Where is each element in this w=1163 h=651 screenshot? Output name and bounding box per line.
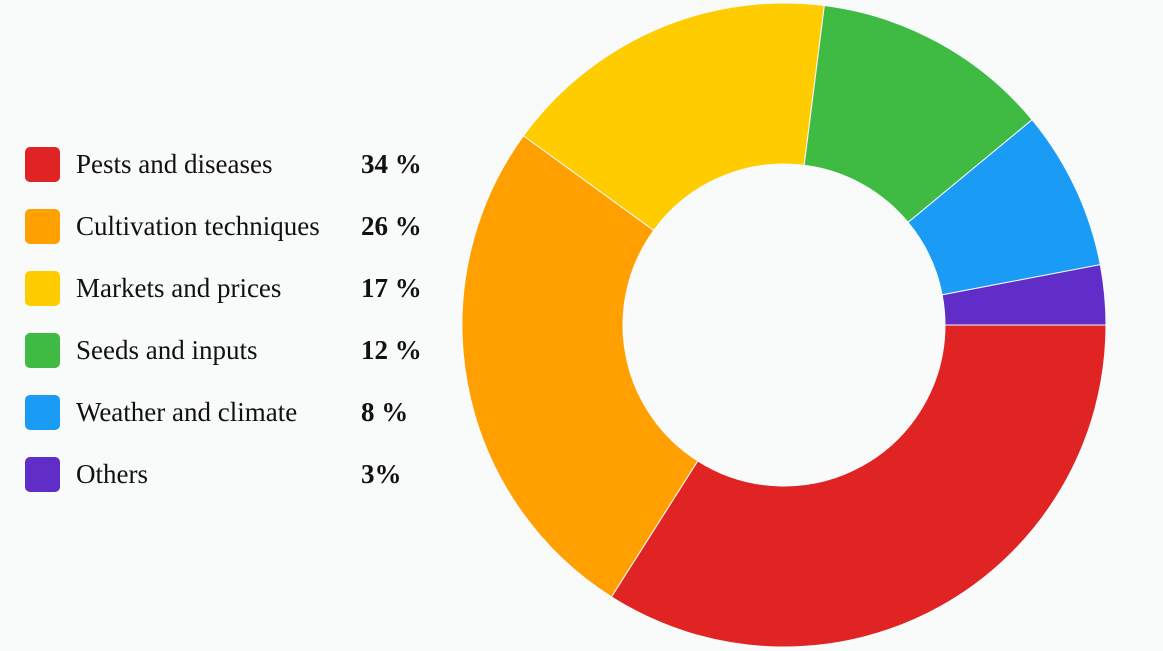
legend-swatch xyxy=(25,457,60,492)
donut-slice-cultivation-techniques xyxy=(461,135,699,598)
legend-item-pests: Pests and diseases 34 % xyxy=(25,146,445,208)
legend-swatch xyxy=(25,271,60,306)
legend-item-cultivation: Cultivation techniques 26 % xyxy=(25,208,445,270)
legend-swatch xyxy=(25,395,60,430)
legend-item-markets: Markets and prices 17 % xyxy=(25,270,445,332)
legend-value: 26 % xyxy=(361,211,422,241)
legend-value: 8 % xyxy=(361,397,409,427)
legend-value: 12 % xyxy=(361,335,422,365)
legend-label: Pests and diseases xyxy=(76,149,273,179)
legend-value: 3% xyxy=(361,459,402,489)
legend-label: Weather and climate xyxy=(76,397,298,427)
legend-swatch xyxy=(25,333,60,368)
donut-slice-others xyxy=(941,264,1107,326)
legend-label: Others xyxy=(76,459,148,489)
donut-slice-seeds-and-inputs xyxy=(803,4,1033,224)
donut-slice-markets-and-prices xyxy=(522,2,825,232)
donut-slice-pests-and-diseases xyxy=(610,324,1107,648)
legend-item-seeds: Seeds and inputs 12 % xyxy=(25,332,445,394)
legend-label: Markets and prices xyxy=(76,273,282,303)
legend-value: 34 % xyxy=(361,149,422,179)
legend-item-weather: Weather and climate 8 % xyxy=(25,394,445,456)
legend-swatch xyxy=(25,147,60,182)
legend-item-others: Others 3% xyxy=(25,456,445,518)
legend-value: 17 % xyxy=(361,273,422,303)
legend-label: Seeds and inputs xyxy=(76,335,258,365)
legend-swatch xyxy=(25,209,60,244)
legend-label: Cultivation techniques xyxy=(76,211,320,241)
chart-legend: Pests and diseases 34 % Cultivation tech… xyxy=(25,146,445,518)
